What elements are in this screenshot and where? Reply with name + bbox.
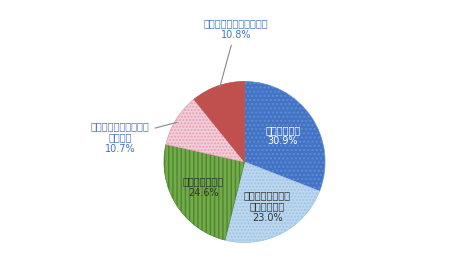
Wedge shape (194, 81, 245, 162)
Wedge shape (245, 81, 325, 191)
Text: どちらでもない
24.6%: どちらでもない 24.6% (183, 176, 224, 198)
Wedge shape (164, 144, 245, 240)
Text: やってみたいと思わない
10.8%: やってみたいと思わない 10.8% (203, 18, 268, 87)
Wedge shape (166, 99, 245, 162)
Text: やってみたい
30.9%: やってみたい 30.9% (266, 125, 301, 146)
Text: あまりやってみたいと
思わない
10.7%: あまりやってみたいと 思わない 10.7% (91, 121, 177, 154)
Text: どちらかといえば
やってみたい
23.0%: どちらかといえば やってみたい 23.0% (244, 190, 291, 223)
Wedge shape (225, 162, 320, 242)
